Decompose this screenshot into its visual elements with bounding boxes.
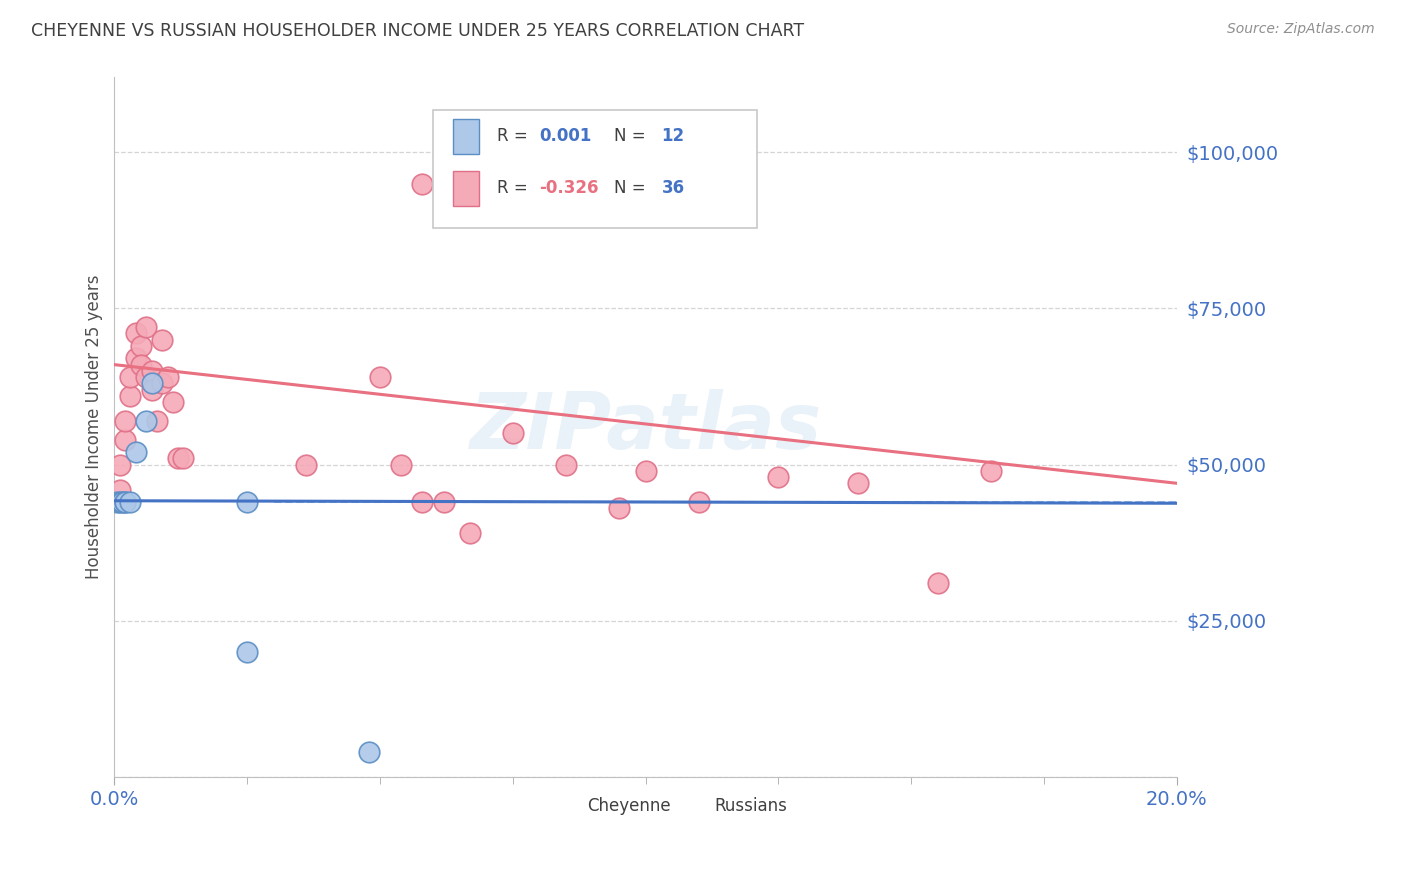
Text: -0.326: -0.326 <box>540 179 599 197</box>
Y-axis label: Householder Income Under 25 years: Householder Income Under 25 years <box>86 275 103 579</box>
Point <box>236 645 259 659</box>
Point <box>124 351 146 366</box>
Point <box>108 458 131 472</box>
Text: CHEYENNE VS RUSSIAN HOUSEHOLDER INCOME UNDER 25 YEARS CORRELATION CHART: CHEYENNE VS RUSSIAN HOUSEHOLDER INCOME U… <box>31 22 804 40</box>
FancyBboxPatch shape <box>453 170 479 206</box>
Point <box>607 501 630 516</box>
Point <box>359 745 381 759</box>
Point <box>156 370 179 384</box>
Text: 0.001: 0.001 <box>540 128 592 145</box>
Point <box>554 458 576 472</box>
Point <box>368 370 391 384</box>
Point <box>135 320 157 334</box>
Text: Cheyenne: Cheyenne <box>588 797 671 815</box>
Point <box>411 495 433 509</box>
Point <box>389 458 412 472</box>
Point <box>105 495 128 509</box>
Text: N =: N = <box>613 179 645 197</box>
Point <box>768 470 790 484</box>
Text: 12: 12 <box>661 128 685 145</box>
FancyBboxPatch shape <box>682 789 704 822</box>
Point <box>980 464 1002 478</box>
Point <box>634 464 657 478</box>
Point <box>135 370 157 384</box>
Point <box>108 495 131 509</box>
Point <box>120 389 142 403</box>
Point <box>135 414 157 428</box>
Point <box>141 376 163 391</box>
Point <box>162 395 184 409</box>
Point <box>120 370 142 384</box>
Point <box>294 458 316 472</box>
Point <box>150 376 173 391</box>
Point <box>111 495 134 509</box>
FancyBboxPatch shape <box>433 111 756 227</box>
Point <box>124 445 146 459</box>
Point <box>124 326 146 341</box>
Point <box>458 526 481 541</box>
Point <box>141 383 163 397</box>
Text: Source: ZipAtlas.com: Source: ZipAtlas.com <box>1227 22 1375 37</box>
Point <box>502 426 524 441</box>
Text: ZIPatlas: ZIPatlas <box>470 389 821 465</box>
Point <box>114 495 136 509</box>
Point <box>146 414 169 428</box>
Point <box>129 358 152 372</box>
Point <box>167 451 190 466</box>
Point <box>688 495 710 509</box>
Point <box>114 433 136 447</box>
Point <box>114 414 136 428</box>
Point <box>433 495 456 509</box>
Point <box>150 333 173 347</box>
Point <box>120 495 142 509</box>
Text: R =: R = <box>496 128 527 145</box>
Point <box>846 476 869 491</box>
Point <box>108 483 131 497</box>
Point <box>236 495 259 509</box>
Text: 36: 36 <box>661 179 685 197</box>
Text: Russians: Russians <box>714 797 787 815</box>
Point <box>927 576 949 591</box>
Text: R =: R = <box>496 179 527 197</box>
Text: N =: N = <box>613 128 645 145</box>
Point <box>114 495 136 509</box>
FancyBboxPatch shape <box>554 789 578 822</box>
Point <box>172 451 194 466</box>
Point <box>411 177 433 191</box>
Point <box>141 364 163 378</box>
Point <box>129 339 152 353</box>
FancyBboxPatch shape <box>453 119 479 153</box>
